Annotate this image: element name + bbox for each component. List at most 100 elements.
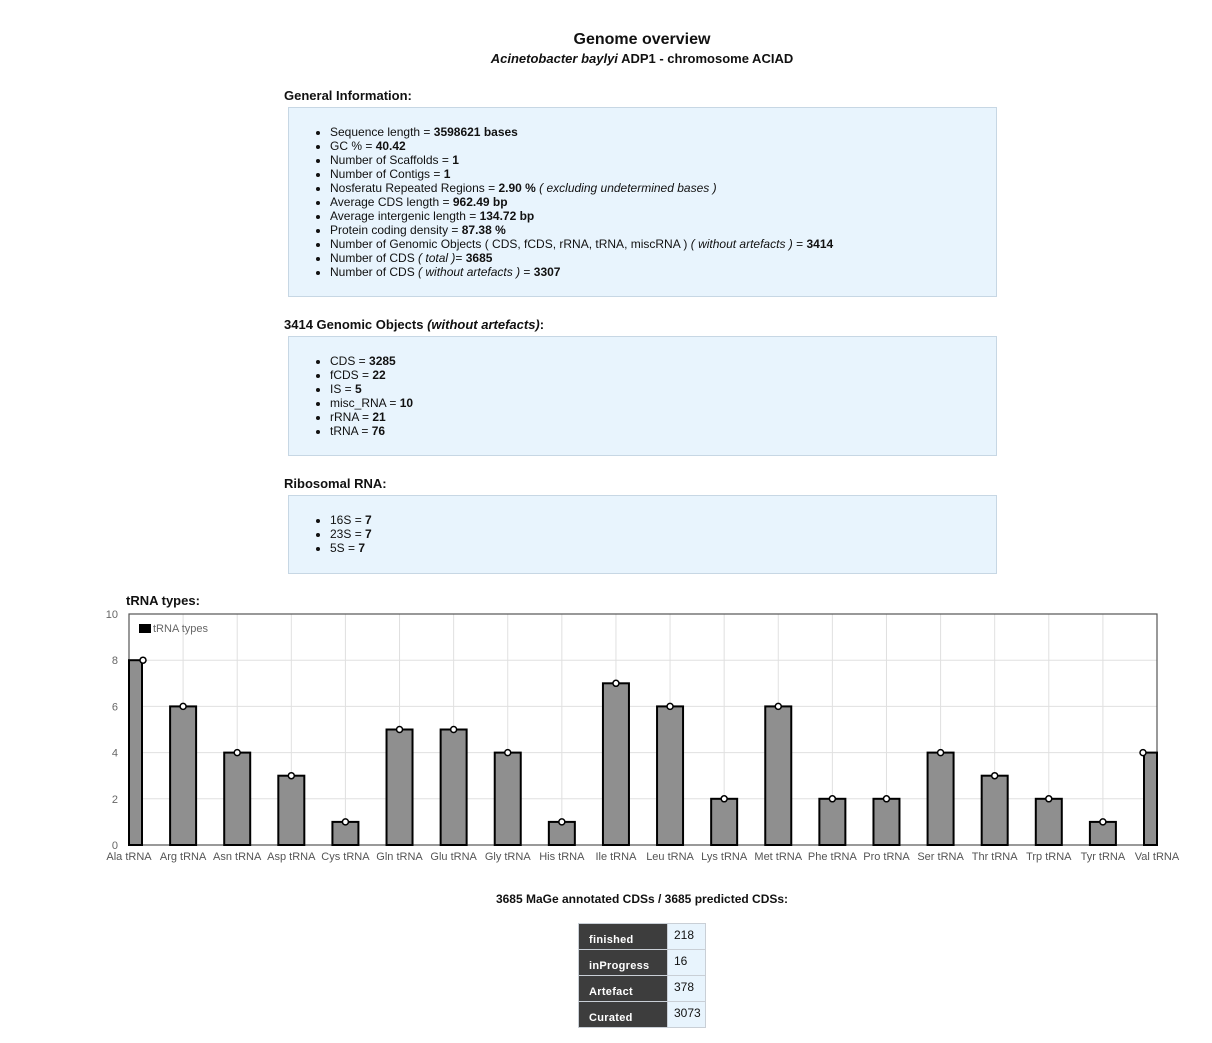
- genomic-object-value: 21: [372, 410, 386, 424]
- gc-item: GC % = 40.42: [330, 139, 996, 153]
- avg-intergenic-length-item: Average intergenic length = 134.72 bp: [330, 209, 996, 223]
- general-info-box: Sequence length = 3598621 bases GC % = 4…: [288, 107, 997, 297]
- data-point: [449, 725, 458, 734]
- table-row: finished 218: [578, 923, 706, 950]
- x-tick-label: Asn tRNA: [213, 851, 262, 863]
- bar: [764, 705, 793, 847]
- genomic-object-item: misc_RNA = 10: [330, 396, 996, 410]
- bar: [710, 797, 739, 847]
- ribosomal-heading: Ribosomal RNA:: [284, 476, 387, 491]
- chart-title: tRNA types:: [126, 593, 200, 608]
- genomic-object-value: 10: [399, 396, 414, 410]
- ribosomal-box: 16S = 723S = 75S = 7: [288, 495, 997, 574]
- status-count: 378: [667, 975, 706, 1002]
- data-point: [720, 795, 728, 803]
- coding-density-item: Protein coding density = 87.38 %: [330, 223, 996, 237]
- cds-heading: 3685 MaGe annotated CDSs / 3685 predicte…: [495, 892, 789, 906]
- general-info-list: Sequence length = 3598621 bases GC % = 4…: [289, 125, 996, 279]
- x-tick-label: Tyr tRNA: [1081, 851, 1126, 863]
- bar: [872, 797, 901, 847]
- genomic-object-item: IS = 5: [330, 382, 996, 396]
- x-tick-label: Val tRNA: [1135, 851, 1180, 863]
- cds-total-item: Number of CDS ( total )= 3685: [330, 251, 996, 265]
- y-tick-label: 6: [112, 701, 118, 713]
- genomic-object-item: rRNA = 21: [330, 410, 996, 424]
- x-tick-label: Ile tRNA: [595, 851, 637, 863]
- scaffolds-item: Number of Scaffolds = 1: [330, 153, 996, 167]
- strain-replicon: ADP1 - chromosome ACIAD: [621, 51, 794, 66]
- bar: [223, 751, 252, 847]
- x-tick-label: Met tRNA: [754, 851, 802, 863]
- bar: [601, 682, 630, 846]
- genomic-object-value: 3285: [369, 354, 396, 368]
- bar: [1034, 797, 1063, 847]
- avg-cds-length-item: Average CDS length = 962.49 bp: [330, 195, 996, 209]
- bar: [1143, 751, 1158, 847]
- genomic-object-item: tRNA = 76: [330, 424, 996, 438]
- contigs-item: Number of Contigs = 1: [330, 167, 996, 181]
- genomic-object-value: 5: [355, 382, 362, 396]
- ribosomal-value: 7: [365, 513, 372, 527]
- data-point: [287, 771, 296, 780]
- data-point: [233, 748, 241, 757]
- x-tick-label: Trp tRNA: [1026, 851, 1072, 863]
- data-point: [1139, 748, 1147, 757]
- bar: [128, 659, 143, 846]
- status-count: 3073: [667, 1001, 706, 1028]
- x-tick-label: Leu tRNA: [646, 851, 694, 863]
- genomic-object-label: CDS: [330, 354, 356, 368]
- ribosomal-list: 16S = 723S = 75S = 7: [289, 513, 996, 555]
- x-tick-label: Gly tRNA: [485, 851, 532, 863]
- genomic-object-item: fCDS = 22: [330, 368, 996, 382]
- x-tick-label: Ser tRNA: [917, 851, 964, 863]
- data-point: [139, 656, 147, 664]
- trna-chart: tRNA types: 0 2 4 6 8 10 Ala tRNA Arg tRNA Asn tR…: [106, 593, 1180, 863]
- table-row: inProgress 16: [578, 949, 706, 976]
- y-tick-label: 8: [112, 655, 118, 667]
- repeated-regions-item: Nosferatu Repeated Regions = 2.90 % ( ex…: [330, 181, 996, 195]
- status-count: 16: [667, 949, 706, 976]
- x-tick-label: Ala tRNA: [106, 851, 152, 863]
- status-count: 218: [667, 923, 706, 950]
- x-tick-label: Asp tRNA: [267, 851, 316, 863]
- x-tick-label: Thr tRNA: [972, 851, 1019, 863]
- x-tick-label: Glu tRNA: [430, 851, 477, 863]
- genomic-objects-item: Number of Genomic Objects ( CDS, fCDS, r…: [330, 237, 996, 251]
- y-tick-label: 0: [112, 840, 118, 852]
- x-tick-label: Gln tRNA: [376, 851, 423, 863]
- ribosomal-item: 5S = 7: [330, 541, 996, 555]
- y-tick-label: 10: [106, 609, 118, 621]
- table-row: Artefact 378: [578, 975, 706, 1002]
- data-point: [936, 748, 945, 757]
- ribosomal-label: 16S: [330, 513, 352, 527]
- data-point: [990, 771, 999, 780]
- ribosomal-item: 16S = 7: [330, 513, 996, 527]
- ribosomal-value: 7: [358, 541, 366, 555]
- sequence-length-item: Sequence length = 3598621 bases: [330, 125, 996, 139]
- genomic-objects-list: CDS = 3285fCDS = 22IS = 5misc_RNA = 10rR…: [289, 354, 996, 438]
- bar: [439, 728, 468, 846]
- bar: [656, 705, 685, 847]
- data-point: [395, 725, 404, 734]
- genomic-object-label: fCDS: [330, 368, 359, 382]
- y-tick-label: 4: [112, 748, 118, 760]
- page-subtitle: Acinetobacter baylyi ADP1 - chromosome A…: [0, 51, 1212, 66]
- data-point: [1099, 818, 1107, 826]
- genomic-object-label: misc_RNA: [330, 396, 387, 410]
- bar: [493, 751, 522, 847]
- x-tick-label: Pro tRNA: [863, 851, 910, 863]
- legend-swatch: [139, 624, 151, 633]
- genomic-object-label: rRNA: [330, 410, 359, 424]
- data-point: [612, 679, 620, 688]
- ribosomal-item: 23S = 7: [330, 527, 996, 541]
- genomic-object-value: 22: [372, 368, 386, 382]
- cds-status-table: finished 218 inProgress 16 Artefact 378 Curate…: [578, 923, 706, 1028]
- bar: [277, 774, 306, 846]
- y-tick-label: 2: [112, 794, 118, 806]
- x-tick-label: His tRNA: [539, 851, 585, 863]
- data-point: [1045, 795, 1053, 803]
- status-name: inProgress: [578, 949, 668, 976]
- legend-label: tRNA types: [153, 623, 209, 635]
- ribosomal-value: 7: [365, 527, 372, 541]
- genomic-object-label: IS: [330, 382, 342, 396]
